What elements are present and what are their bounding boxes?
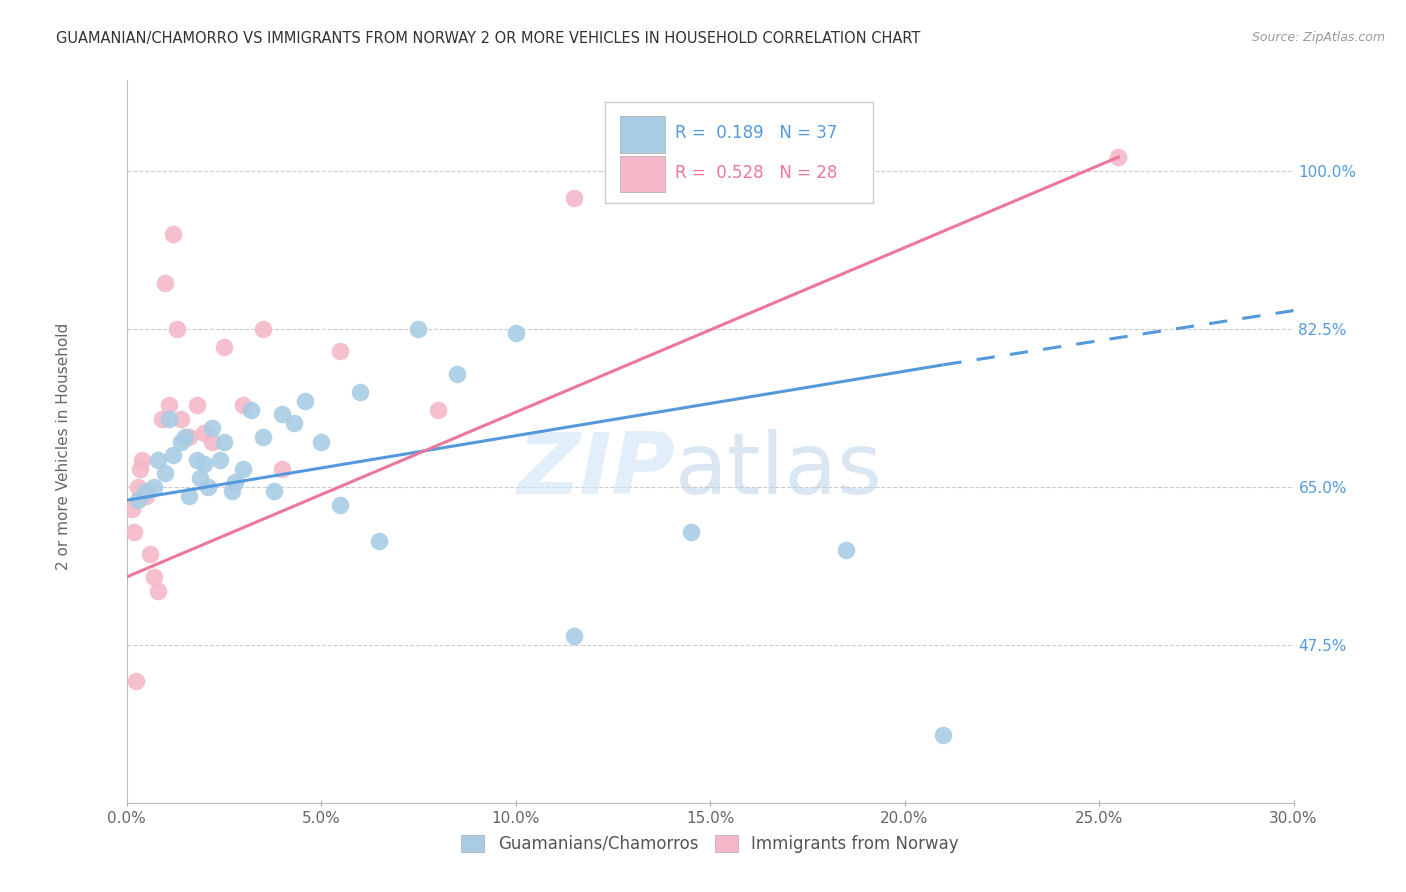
Point bbox=[162, 448, 184, 462]
Point bbox=[177, 489, 200, 503]
Point bbox=[1108, 150, 1130, 164]
Point bbox=[679, 524, 702, 539]
Point bbox=[131, 452, 153, 467]
Point bbox=[835, 542, 858, 557]
Text: R =  0.189   N = 37: R = 0.189 N = 37 bbox=[675, 124, 838, 142]
Point bbox=[155, 466, 177, 480]
Legend: Guamanians/Chamorros, Immigrants from Norway: Guamanians/Chamorros, Immigrants from No… bbox=[454, 828, 966, 860]
Point bbox=[157, 398, 180, 412]
Point bbox=[426, 403, 449, 417]
Point bbox=[562, 629, 585, 643]
Point bbox=[240, 403, 263, 417]
Point bbox=[271, 461, 294, 475]
Text: ZIP: ZIP bbox=[517, 429, 675, 512]
Point bbox=[129, 461, 152, 475]
Point bbox=[232, 398, 254, 412]
Point bbox=[139, 548, 162, 562]
Text: R =  0.528   N = 28: R = 0.528 N = 28 bbox=[675, 164, 838, 183]
Point bbox=[190, 471, 212, 485]
Point bbox=[124, 524, 146, 539]
Point bbox=[146, 452, 169, 467]
Point bbox=[127, 480, 149, 494]
Point bbox=[271, 408, 294, 422]
Point bbox=[193, 425, 215, 440]
Point bbox=[186, 452, 208, 467]
FancyBboxPatch shape bbox=[620, 156, 665, 193]
Point bbox=[135, 484, 157, 499]
Point bbox=[146, 583, 169, 598]
Point bbox=[201, 421, 224, 435]
Point bbox=[186, 398, 208, 412]
Point bbox=[155, 277, 177, 291]
Point bbox=[177, 430, 200, 444]
Point bbox=[562, 191, 585, 205]
FancyBboxPatch shape bbox=[620, 117, 665, 153]
Point bbox=[142, 570, 165, 584]
Point bbox=[170, 434, 193, 449]
Point bbox=[309, 434, 332, 449]
Point bbox=[174, 430, 197, 444]
Point bbox=[125, 673, 148, 688]
Point bbox=[446, 367, 468, 381]
Point bbox=[263, 484, 285, 499]
Point bbox=[127, 493, 149, 508]
Text: Source: ZipAtlas.com: Source: ZipAtlas.com bbox=[1251, 31, 1385, 45]
Point bbox=[166, 321, 188, 335]
FancyBboxPatch shape bbox=[605, 102, 873, 203]
Point bbox=[150, 412, 173, 426]
Point bbox=[170, 412, 193, 426]
Point bbox=[252, 430, 274, 444]
Point bbox=[329, 344, 352, 359]
Point bbox=[208, 452, 231, 467]
Point bbox=[221, 484, 243, 499]
Point bbox=[232, 461, 254, 475]
Point bbox=[349, 384, 371, 399]
Point bbox=[294, 393, 316, 408]
Point bbox=[135, 489, 157, 503]
Point bbox=[193, 457, 215, 471]
Point bbox=[329, 498, 352, 512]
Point bbox=[505, 326, 527, 341]
Point bbox=[283, 417, 305, 431]
Point bbox=[932, 728, 955, 742]
Point bbox=[212, 340, 235, 354]
Point bbox=[212, 434, 235, 449]
Point bbox=[197, 480, 219, 494]
Point bbox=[408, 321, 430, 335]
Point bbox=[157, 412, 180, 426]
Point bbox=[201, 434, 224, 449]
Point bbox=[121, 502, 143, 516]
Point bbox=[224, 475, 246, 490]
Point bbox=[162, 227, 184, 241]
Text: 2 or more Vehicles in Household: 2 or more Vehicles in Household bbox=[56, 322, 70, 570]
Point bbox=[252, 321, 274, 335]
Point bbox=[142, 480, 165, 494]
Text: atlas: atlas bbox=[675, 429, 883, 512]
Point bbox=[368, 533, 391, 548]
Text: GUAMANIAN/CHAMORRO VS IMMIGRANTS FROM NORWAY 2 OR MORE VEHICLES IN HOUSEHOLD COR: GUAMANIAN/CHAMORRO VS IMMIGRANTS FROM NO… bbox=[56, 31, 921, 46]
